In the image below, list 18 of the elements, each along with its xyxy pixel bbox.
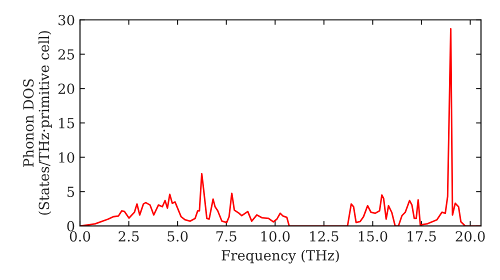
x-tick-label: 0.0 bbox=[70, 231, 90, 242]
y-tick-label: 5 bbox=[67, 186, 74, 198]
y-tick-label: 15 bbox=[59, 118, 74, 128]
x-tick-label: 15.0 bbox=[358, 231, 388, 242]
x-tick-label: 2.5 bbox=[118, 231, 139, 242]
x-tick-label: 5.0 bbox=[168, 231, 188, 242]
y-tick-label: 0 bbox=[67, 220, 74, 232]
y-tick-label: 30 bbox=[58, 14, 74, 26]
y-tick-label: 20 bbox=[58, 84, 74, 94]
x-tick-label: 10.0 bbox=[261, 231, 290, 242]
x-tick-label: 17.5 bbox=[408, 231, 436, 242]
y-tick-label: 10 bbox=[59, 152, 74, 163]
y-tick-label: 25 bbox=[58, 49, 74, 60]
x-tick-label: 20.0 bbox=[456, 231, 485, 242]
x-axis-title: Frequency (THz) bbox=[222, 250, 339, 264]
x-tick-label: 12.5 bbox=[310, 231, 338, 242]
x-tick-label: 7.5 bbox=[216, 231, 236, 242]
y-axis-title: Phonon DOS (States/THz·primitive cell) bbox=[22, 31, 52, 215]
